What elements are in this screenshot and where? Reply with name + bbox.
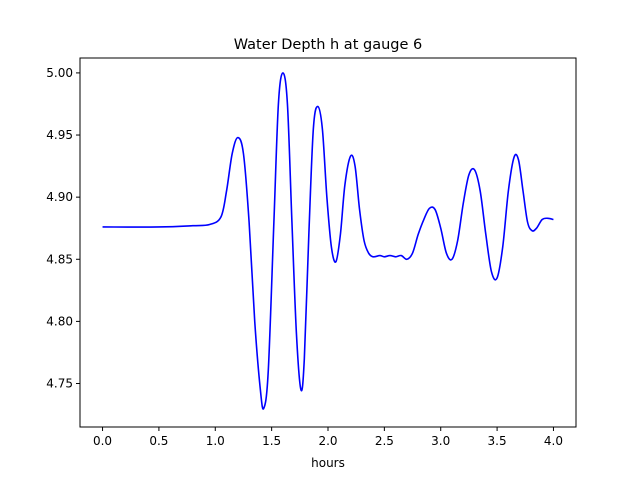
x-tick-label: 3.0 <box>431 434 450 448</box>
x-tick-label: 2.0 <box>318 434 337 448</box>
axis-ticks: 0.0 0.5 1.0 1.5 2.0 2.5 3.0 3.5 4.0 4.75 4.80 4.85 4… <box>46 66 563 448</box>
y-tick-label: 5.00 <box>46 66 73 80</box>
y-tick-label: 4.90 <box>46 190 73 204</box>
plot-area <box>102 72 554 410</box>
x-tick-label: 2.5 <box>375 434 394 448</box>
series-line <box>102 72 554 410</box>
y-tick-label: 4.80 <box>46 314 73 328</box>
x-tick-label: 0.0 <box>93 434 112 448</box>
x-tick-label: 1.5 <box>262 434 281 448</box>
y-tick-label: 4.75 <box>46 377 73 391</box>
x-tick-label: 0.5 <box>149 434 168 448</box>
x-tick-label: 4.0 <box>544 434 563 448</box>
x-tick-label: 3.5 <box>488 434 507 448</box>
x-tick-label: 1.0 <box>206 434 225 448</box>
x-axis-label: hours <box>311 456 345 470</box>
y-tick-label: 4.95 <box>46 128 73 142</box>
chart-title: Water Depth h at gauge 6 <box>234 37 422 53</box>
axes-frame <box>79 57 577 428</box>
y-tick-label: 4.85 <box>46 252 73 266</box>
